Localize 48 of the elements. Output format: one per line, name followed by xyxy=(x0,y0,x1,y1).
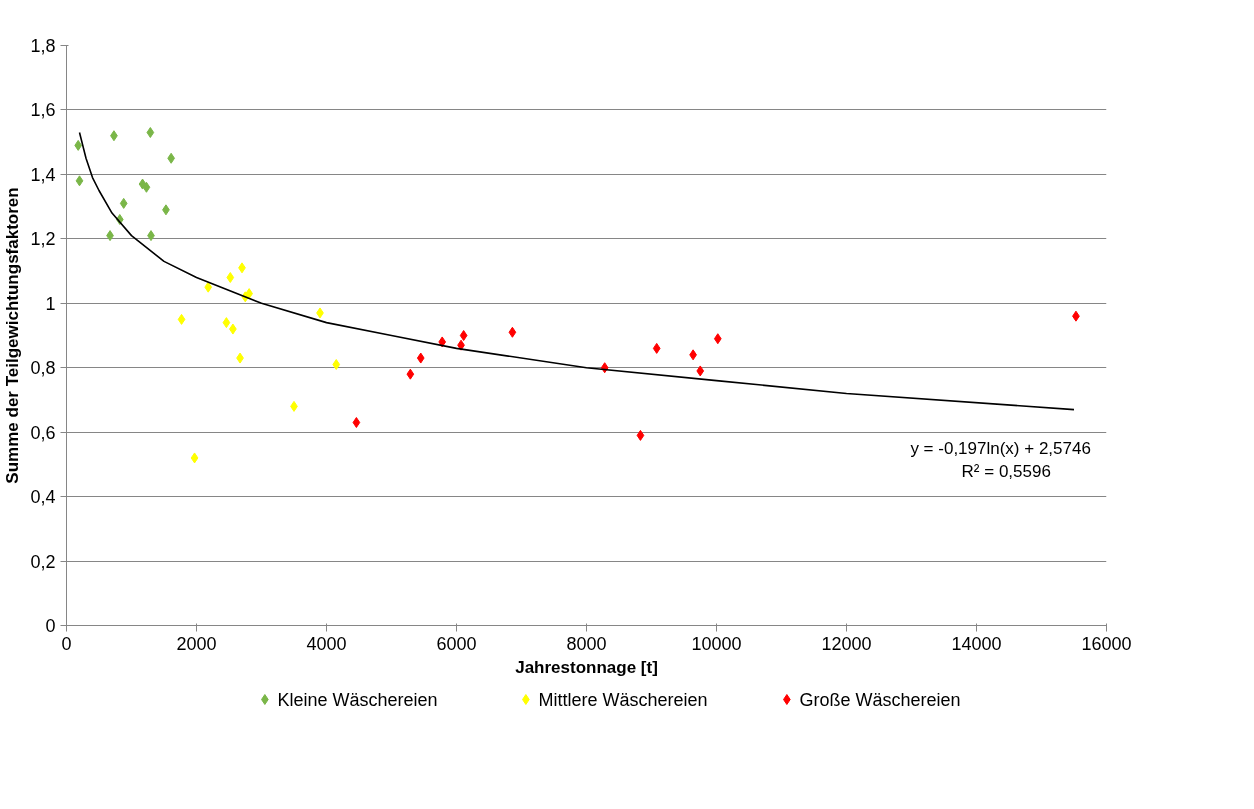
legend-label: Große Wäschereien xyxy=(799,689,961,710)
point xyxy=(508,326,517,338)
point xyxy=(177,313,186,325)
x-tick-label: 6000 xyxy=(436,633,477,654)
y-tick-label: 0,6 xyxy=(30,422,56,443)
point xyxy=(652,342,661,354)
point xyxy=(119,197,128,209)
x-tick-label: 2000 xyxy=(176,633,217,654)
x-tick-label: 4000 xyxy=(306,633,347,654)
point xyxy=(406,368,415,380)
point xyxy=(332,359,341,370)
y-tick-label: 0,8 xyxy=(30,358,56,379)
point xyxy=(204,281,213,293)
y-tick-label: 0,4 xyxy=(30,487,56,508)
point xyxy=(74,139,83,151)
point xyxy=(142,181,151,193)
y-tick-label: 0 xyxy=(45,616,56,636)
point xyxy=(190,452,199,464)
point xyxy=(416,352,425,364)
legend-label: Kleine Wäschereien xyxy=(277,689,438,710)
point xyxy=(636,429,645,441)
point xyxy=(696,365,705,377)
y-tick-label: 1,8 xyxy=(30,36,56,56)
x-tick-label: 14000 xyxy=(951,633,1002,654)
x-tick-label: 8000 xyxy=(566,633,607,654)
annotation: y = -0,197ln(x) + 2,5746 xyxy=(910,439,1091,459)
y-axis-title: Summe der Teilgewichtungsfaktoren xyxy=(3,187,23,484)
y-tick-label: 1 xyxy=(45,293,56,314)
y-tick-label: 1,6 xyxy=(30,100,56,121)
point xyxy=(459,330,468,341)
point xyxy=(713,333,722,345)
x-tick-label: 10000 xyxy=(691,633,742,654)
annotation: R² = 0,5596 xyxy=(961,462,1051,482)
x-tick-label: 12000 xyxy=(821,633,872,654)
point xyxy=(146,127,155,138)
x-tick-label: 16000 xyxy=(1081,633,1132,654)
y-tick-label: 0,2 xyxy=(30,551,56,572)
point xyxy=(352,417,361,428)
y-tick-label: 1,4 xyxy=(30,164,56,185)
x-tick-label: 0 xyxy=(61,633,72,654)
legend-label: Mittlere Wäschereien xyxy=(538,689,708,710)
point xyxy=(438,336,447,348)
point xyxy=(226,272,235,283)
point xyxy=(222,317,231,329)
line-series xyxy=(78,131,1075,411)
x-axis-title: Jahrestonnage [t] xyxy=(515,657,658,677)
point xyxy=(75,175,84,187)
y-tick-label: 1,2 xyxy=(30,229,56,250)
